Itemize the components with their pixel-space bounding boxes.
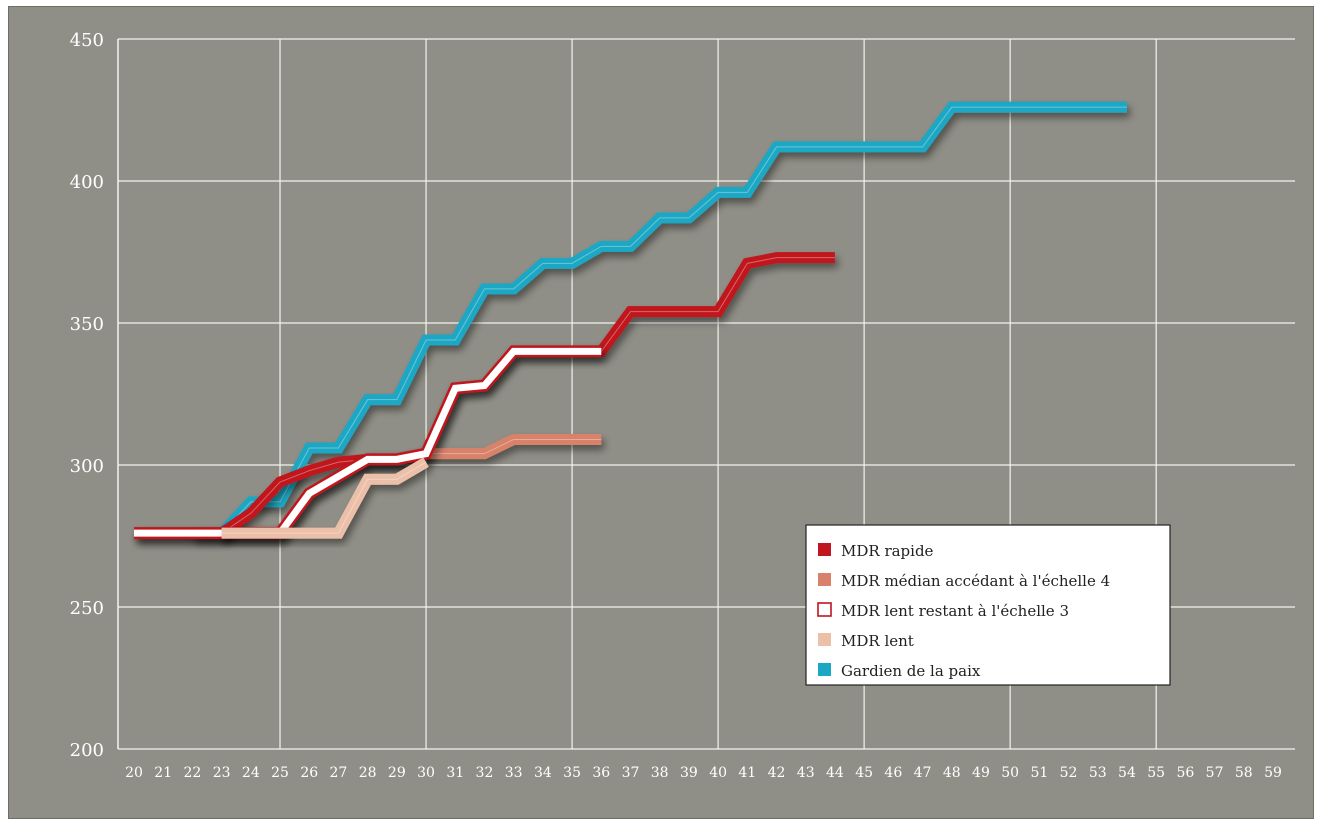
y-tick-label: 200 bbox=[70, 740, 104, 761]
series-line-highlight bbox=[192, 106, 1127, 534]
y-tick-label: 250 bbox=[70, 598, 104, 619]
x-tick-label: 28 bbox=[359, 765, 377, 781]
legend-label: MDR lent bbox=[841, 632, 914, 650]
legend-label: MDR rapide bbox=[841, 542, 934, 560]
legend-swatch bbox=[818, 663, 831, 676]
x-tick-label: 20 bbox=[125, 765, 143, 781]
series-4 bbox=[192, 101, 1127, 539]
legend-swatch bbox=[818, 543, 831, 556]
x-tick-label: 59 bbox=[1264, 765, 1282, 781]
x-tick-label: 58 bbox=[1235, 765, 1253, 781]
series-3 bbox=[221, 457, 429, 539]
axis-labels: 200 250 300 350 400 450 20 21 22 23 24 25 26 27 28 29 30… bbox=[70, 30, 1282, 781]
legend-swatch bbox=[818, 573, 831, 586]
x-tick-label: 39 bbox=[680, 765, 698, 781]
series-2 bbox=[134, 345, 602, 540]
x-tick-label: 35 bbox=[563, 765, 581, 781]
y-tick-label: 450 bbox=[70, 30, 104, 51]
x-tick-label: 50 bbox=[1001, 765, 1019, 781]
x-tick-label: 23 bbox=[213, 765, 231, 781]
y-tick-label: 350 bbox=[70, 314, 104, 335]
legend-swatch bbox=[817, 602, 832, 617]
legend-label: MDR médian accédant à l'échelle 4 bbox=[841, 572, 1110, 590]
x-tick-label: 30 bbox=[417, 765, 435, 781]
x-tick-label: 53 bbox=[1089, 765, 1107, 781]
x-tick-label: 34 bbox=[534, 765, 552, 781]
x-tick-label: 46 bbox=[884, 765, 902, 781]
x-tick-label: 21 bbox=[154, 765, 172, 781]
x-tick-label: 49 bbox=[972, 765, 990, 781]
x-tick-label: 56 bbox=[1176, 765, 1194, 781]
legend-box bbox=[805, 524, 1171, 686]
y-tick-label: 400 bbox=[70, 172, 104, 193]
x-tick-label: 43 bbox=[797, 765, 815, 781]
series-line-highlight bbox=[221, 461, 427, 534]
chart-frame: 200 250 300 350 400 450 20 21 22 23 24 25 26 27 28 29 30… bbox=[8, 6, 1314, 819]
line-chart: 200 250 300 350 400 450 20 21 22 23 24 25 26 27 28 29 30… bbox=[70, 30, 1295, 781]
series-line bbox=[134, 347, 602, 537]
legend-swatch bbox=[818, 633, 831, 646]
x-tick-label: 48 bbox=[943, 765, 961, 781]
x-tick-label: 22 bbox=[183, 765, 201, 781]
x-tick-label: 25 bbox=[271, 765, 289, 781]
x-tick-label: 47 bbox=[914, 765, 932, 781]
series-layer bbox=[134, 101, 1127, 540]
x-tick-label: 29 bbox=[388, 765, 406, 781]
x-tick-label: 31 bbox=[446, 765, 464, 781]
x-tick-label: 57 bbox=[1206, 765, 1224, 781]
x-tick-label: 45 bbox=[855, 765, 873, 781]
x-tick-label: 27 bbox=[330, 765, 348, 781]
y-tick-label: 300 bbox=[70, 456, 104, 477]
x-tick-label: 33 bbox=[505, 765, 523, 781]
legend-label: Gardien de la paix bbox=[841, 662, 981, 680]
x-tick-label: 52 bbox=[1060, 765, 1078, 781]
x-tick-label: 40 bbox=[709, 765, 727, 781]
legend-label: MDR lent restant à l'échelle 3 bbox=[841, 602, 1069, 620]
x-tick-label: 51 bbox=[1030, 765, 1048, 781]
x-tick-label: 54 bbox=[1118, 765, 1136, 781]
legend: MDR rapide MDR médian accédant à l'échell… bbox=[805, 524, 1171, 686]
x-tick-label: 32 bbox=[476, 765, 494, 781]
x-tick-label: 42 bbox=[768, 765, 786, 781]
x-tick-label: 26 bbox=[300, 765, 318, 781]
x-tick-label: 44 bbox=[826, 765, 844, 781]
x-tick-label: 55 bbox=[1147, 765, 1165, 781]
x-tick-label: 37 bbox=[622, 765, 640, 781]
x-tick-label: 38 bbox=[651, 765, 669, 781]
x-tick-label: 41 bbox=[738, 765, 756, 781]
x-tick-label: 36 bbox=[592, 765, 610, 781]
x-tick-label: 24 bbox=[242, 765, 260, 781]
